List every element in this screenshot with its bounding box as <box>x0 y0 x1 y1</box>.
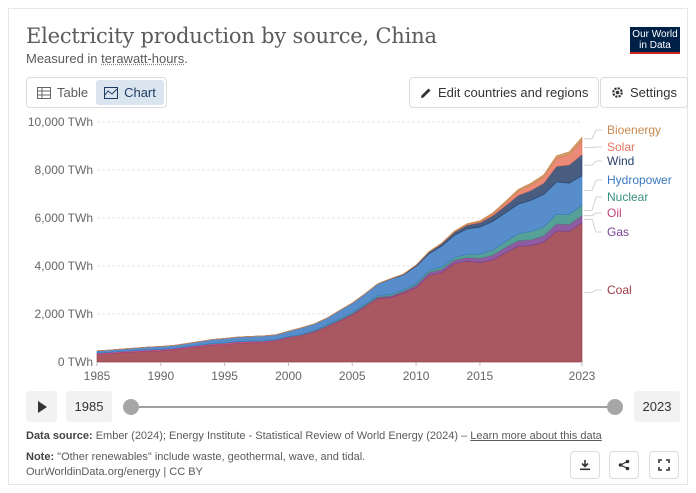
x-tick-label: 1985 <box>84 369 111 383</box>
label-leader <box>584 289 602 293</box>
view-tabs: Table Chart <box>26 77 167 108</box>
y-tick-label: 0 TWh <box>58 355 93 369</box>
series-label-wind: Wind <box>607 154 634 168</box>
data-source: Data source: Ember (2024); Energy Instit… <box>26 430 602 442</box>
label-leader <box>584 212 602 217</box>
y-tick-label: 8,000 TWh <box>35 163 93 177</box>
y-tick-label: 6,000 TWh <box>35 211 93 225</box>
download-icon <box>580 460 590 471</box>
chart-icon <box>104 86 119 99</box>
tab-table-label: Table <box>57 85 89 100</box>
chart-note: Note: "Other renewables" include waste, … <box>26 451 366 463</box>
end-handle[interactable] <box>607 399 623 415</box>
label-leader <box>584 179 602 191</box>
edit-countries-label: Edit countries and regions <box>438 85 589 100</box>
label-leader <box>584 129 602 140</box>
play-button[interactable] <box>26 391 57 422</box>
credit-line: OurWorldinData.org/energy | CC BY <box>26 466 203 478</box>
learn-more-link[interactable]: Learn more about this data <box>470 430 602 442</box>
fullscreen-button[interactable] <box>649 451 679 479</box>
page-title: Electricity production by source, China <box>26 24 437 48</box>
settings-button[interactable]: Settings <box>600 77 688 108</box>
start-year-box[interactable]: 1985 <box>66 391 112 422</box>
tab-chart-label: Chart <box>124 85 156 100</box>
series-label-bioenergy: Bioenergy <box>607 123 661 137</box>
x-tick-label: 1995 <box>211 369 238 383</box>
label-leader <box>584 196 602 211</box>
tab-chart[interactable]: Chart <box>96 80 164 105</box>
series-label-hydropower: Hydropower <box>607 173 672 187</box>
x-tick-label: 1990 <box>147 369 174 383</box>
series-label-nuclear: Nuclear <box>607 190 648 204</box>
area-series <box>96 136 583 363</box>
label-leader <box>584 146 602 148</box>
series-label-solar: Solar <box>607 140 635 154</box>
label-leader <box>584 218 602 233</box>
timeline-track[interactable] <box>130 406 616 408</box>
y-tick-label: 10,000 TWh <box>28 115 93 129</box>
tab-table[interactable]: Table <box>29 80 96 105</box>
gear-icon <box>612 87 623 98</box>
chart-frame <box>8 8 688 485</box>
series-label-oil: Oil <box>607 206 622 220</box>
table-icon <box>37 86 51 99</box>
area-bioenergy <box>96 136 583 352</box>
owid-logo[interactable]: Our World in Data <box>630 27 680 54</box>
share-button[interactable] <box>609 451 639 479</box>
x-tick-label: 2005 <box>339 369 366 383</box>
pencil-icon <box>421 88 431 98</box>
y-axis: 0 TWh 2,000 TWh 4,000 TWh 6,000 TWh 8,000 TW… <box>28 115 93 369</box>
label-leader <box>584 160 602 166</box>
x-tick-label: 2010 <box>403 369 430 383</box>
x-axis: 1985 1990 1995 2000 2005 2010 2015 2023 <box>84 362 596 383</box>
series-label-gas: Gas <box>607 225 629 239</box>
play-icon <box>37 400 47 413</box>
timeline: 1985 2023 <box>26 391 680 422</box>
chart-subtitle: Measured in terawatt-hours. <box>26 51 188 66</box>
x-tick-label: 2015 <box>467 369 494 383</box>
settings-label: Settings <box>630 85 677 100</box>
x-tick-label: 2023 <box>569 369 596 383</box>
end-year-box[interactable]: 2023 <box>634 391 680 422</box>
edit-countries-button[interactable]: Edit countries and regions <box>409 77 600 108</box>
fullscreen-icon <box>658 459 670 471</box>
x-tick-label: 2000 <box>275 369 302 383</box>
unit-link[interactable]: terawatt-hours <box>101 51 185 66</box>
y-tick-label: 4,000 TWh <box>35 259 93 273</box>
y-tick-label: 2,000 TWh <box>35 307 93 321</box>
download-button[interactable] <box>570 451 600 479</box>
start-handle[interactable] <box>123 399 139 415</box>
series-label-coal: Coal <box>607 283 632 297</box>
share-icon <box>618 459 630 471</box>
